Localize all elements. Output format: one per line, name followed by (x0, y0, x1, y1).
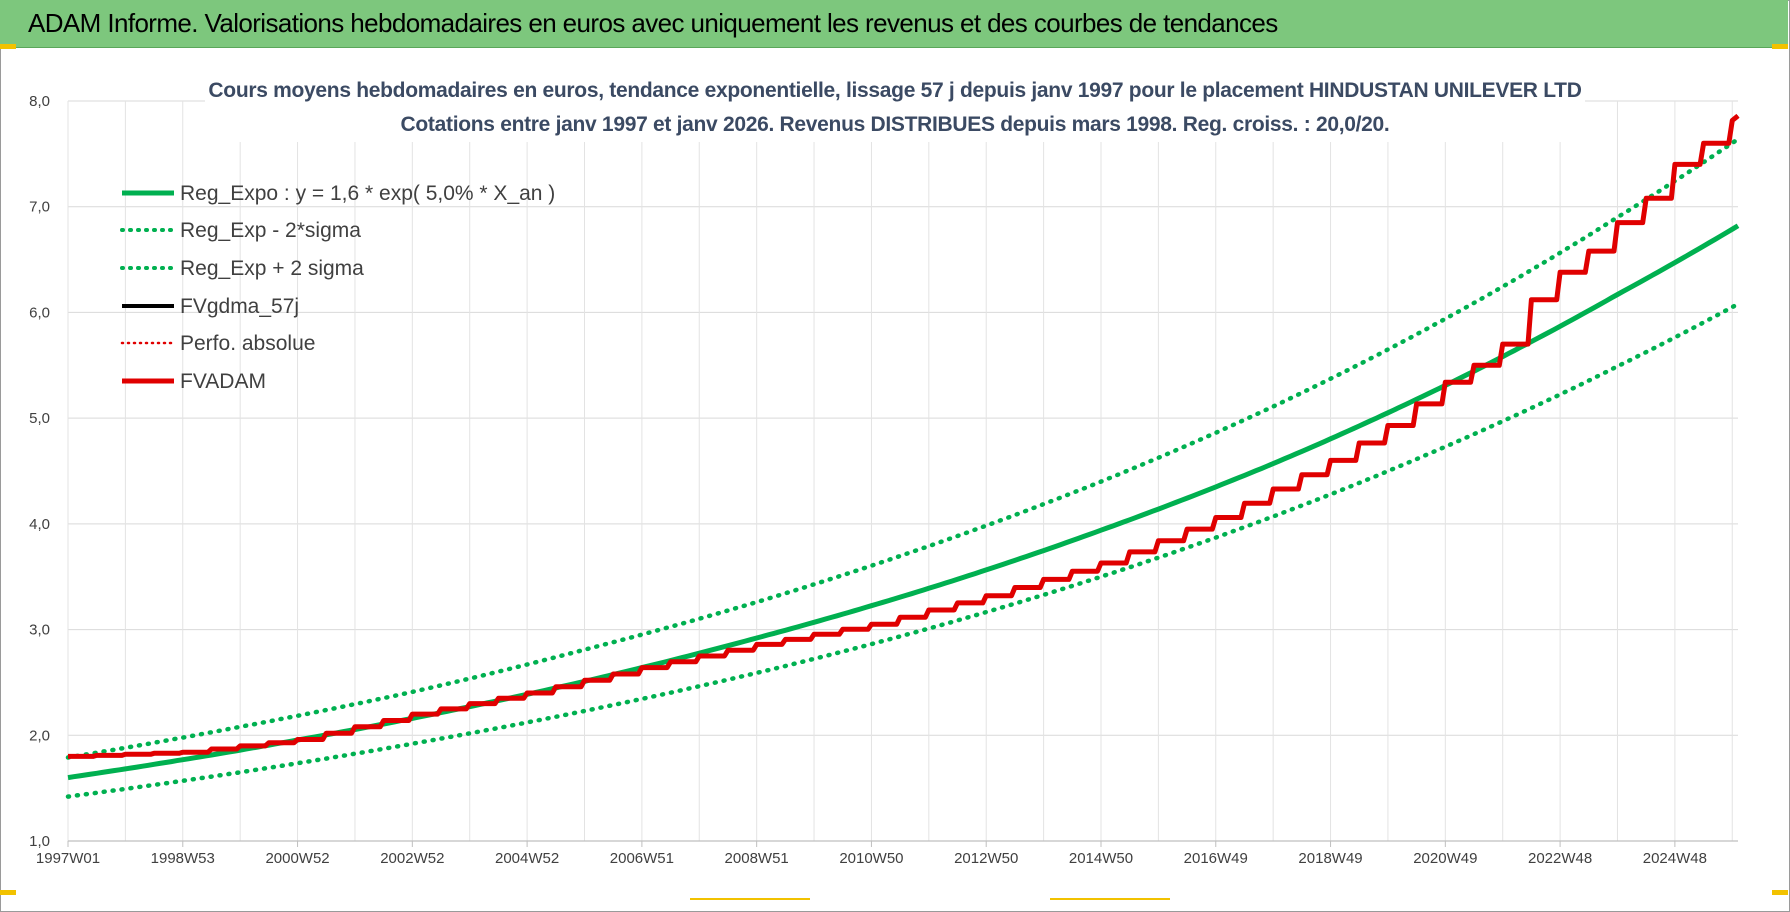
series-line-2 (65, 136, 1741, 760)
x-tick-label: 2022W48 (1528, 850, 1592, 867)
y-tick-label: 4,0 (29, 516, 50, 533)
series-line-1 (65, 301, 1741, 799)
y-axis-ticks: 1,0 2,0 3,0 4,0 5,0 6,0 7,0 8,0 (29, 93, 50, 850)
legend-label: FVADAM (180, 370, 266, 393)
y-tick-label: 2,0 (29, 727, 50, 744)
x-tick-label: 2008W51 (725, 850, 789, 867)
x-tick-label: 2010W50 (839, 850, 903, 867)
x-tick-label: 1998W53 (151, 850, 215, 867)
corner-marker (1772, 44, 1788, 49)
x-tick-label: 1997W01 (36, 850, 100, 867)
title-background (205, 78, 1585, 142)
y-tick-label: 3,0 (29, 622, 50, 639)
x-tick-label: 2024W48 (1643, 850, 1707, 867)
x-tick-label: 2002W52 (380, 850, 444, 867)
x-tick-label: 2016W49 (1184, 850, 1248, 867)
series-group (65, 113, 1741, 799)
y-tick-label: 8,0 (29, 93, 50, 110)
series-line-5 (68, 113, 1740, 759)
x-tick-label: 2000W52 (265, 850, 329, 867)
header-banner: ADAM Informe. Valorisations hebdomadaire… (0, 0, 1788, 48)
legend-label: Perfo. absolue (180, 332, 315, 355)
corner-marker (0, 44, 16, 49)
page-title: ADAM Informe. Valorisations hebdomadaire… (28, 8, 1278, 38)
legend-label: Reg_Expo : y = 1,6 * exp( 5,0% * X_an ) (180, 182, 555, 205)
x-tick-label: 2018W49 (1298, 850, 1362, 867)
legend: Reg_Expo : y = 1,6 * exp( 5,0% * X_an ) R… (120, 182, 555, 393)
y-tick-label: 6,0 (29, 304, 50, 321)
x-tick-label: 2012W50 (954, 850, 1018, 867)
series-line-3 (68, 115, 1739, 758)
grid-lines (67, 100, 1738, 842)
y-tick-label: 7,0 (29, 199, 50, 216)
marker-line (690, 898, 810, 900)
x-tick-label: 2006W51 (610, 850, 674, 867)
x-axis-ticks: 1997W01 1998W53 2000W52 2002W52 2004W52 2006W… (36, 841, 1707, 867)
corner-marker (1772, 890, 1788, 895)
x-tick-label: 2020W49 (1413, 850, 1477, 867)
x-tick-label: 2014W50 (1069, 850, 1133, 867)
chart-title: Cours moyens hebdomadaires en euros, ten… (208, 79, 1581, 102)
chart-subtitle: Cotations entre janv 1997 et janv 2026. … (401, 113, 1390, 136)
y-tick-label: 1,0 (29, 833, 50, 850)
corner-marker (0, 890, 16, 895)
legend-label: Reg_Exp - 2*sigma (180, 219, 361, 242)
legend-label: Reg_Exp + 2 sigma (180, 257, 364, 280)
series-line-0 (67, 223, 1740, 781)
marker-line (1050, 898, 1170, 900)
y-tick-label: 5,0 (29, 410, 50, 427)
legend-label: FVgdma_57j (180, 295, 299, 318)
x-tick-label: 2004W52 (495, 850, 559, 867)
